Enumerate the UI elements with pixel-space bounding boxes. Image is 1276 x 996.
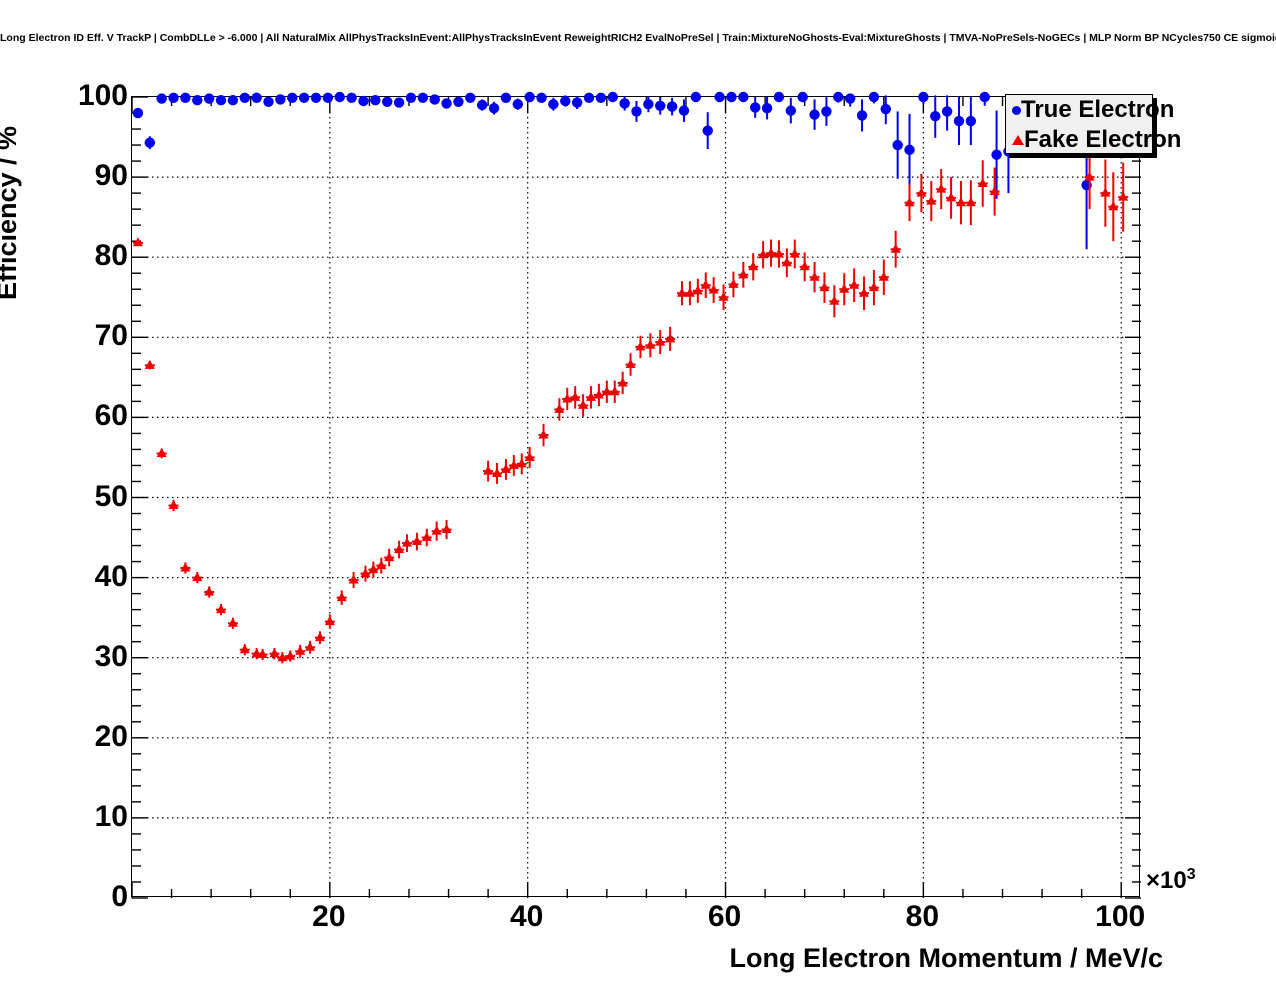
y-tick-label: 60 [94, 399, 128, 433]
y-tick-label: 70 [94, 319, 128, 353]
y-axis-title: Efficiency / % [0, 126, 22, 300]
legend-entry-fake-electron: Fake Electron [1006, 125, 1181, 155]
y-tick-label: 20 [94, 719, 128, 753]
y-tick-label: 0 [111, 880, 128, 913]
plot-title: Long Electron ID Eff. V TrackP | CombDLL… [0, 32, 1276, 44]
data-layer [132, 91, 1129, 664]
x-tick-label: 20 [312, 900, 346, 933]
plot-frame [131, 91, 1141, 899]
y-tick-label: 90 [94, 159, 128, 193]
y-tick-label: 30 [94, 639, 128, 673]
fake-electron-marker-icon [1012, 135, 1024, 145]
series-fake-electron [132, 145, 1129, 664]
y-tick-label: 40 [94, 559, 128, 593]
y-tick-label: 100 [77, 79, 128, 112]
x-axis-title: Long Electron Momentum / MeV/c [729, 943, 1163, 973]
legend-label-true-electron: True Electron [1021, 96, 1175, 123]
series-true-electron [132, 91, 1092, 250]
x-tick-label: 60 [707, 900, 742, 933]
y-tick-label: 50 [94, 479, 128, 513]
y-tick-label: 80 [94, 239, 128, 273]
legend: True Electron Fake Electron [1005, 94, 1181, 155]
legend-entry-true-electron: True Electron [1006, 95, 1174, 125]
x-axis-multiplier: ×103 [1146, 866, 1196, 894]
x-tick-label: 100 [1095, 900, 1146, 933]
legend-label-fake-electron: Fake Electron [1024, 126, 1182, 153]
x-tick-label: 80 [905, 900, 940, 933]
y-tick-label: 10 [94, 799, 128, 833]
grid-layer [132, 97, 1141, 898]
x-tick-label: 40 [509, 900, 544, 933]
true-electron-marker-icon [1012, 105, 1021, 115]
